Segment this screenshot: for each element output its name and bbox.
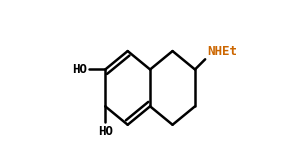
Text: NHEt: NHEt (207, 45, 237, 58)
Text: HO: HO (98, 125, 113, 138)
Text: HO: HO (72, 63, 87, 76)
